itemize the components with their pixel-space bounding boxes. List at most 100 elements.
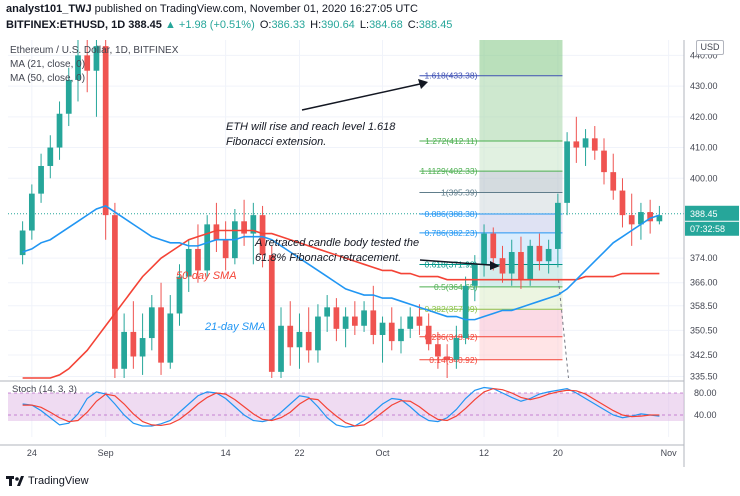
- fib-zone: [479, 213, 563, 233]
- y-tick-label: 335.50: [690, 371, 718, 381]
- candle-body: [481, 233, 487, 265]
- candle: [555, 193, 561, 268]
- candle-body: [508, 252, 515, 274]
- candle: [278, 307, 284, 378]
- y-tick-label: 420.00: [690, 112, 718, 122]
- open-value: 386.33: [271, 19, 306, 31]
- candle-body: [305, 331, 312, 351]
- candle: [601, 138, 607, 185]
- candle: [444, 344, 450, 378]
- x-tick-label: 14: [221, 448, 231, 458]
- candle: [250, 202, 257, 265]
- candle: [508, 239, 515, 286]
- y-tick-label: 366.00: [690, 278, 718, 288]
- candle: [112, 202, 118, 378]
- candle-body: [65, 79, 72, 114]
- ma50-chart-label: 50-day SMA: [176, 270, 237, 282]
- candle-body: [398, 328, 404, 342]
- candle-body: [93, 46, 100, 71]
- fib-zone: [479, 286, 563, 310]
- price-change: ▲ +1.98 (+0.51%): [164, 19, 255, 31]
- fib-level-label: 0.236(348.42): [424, 332, 477, 342]
- symbol-line: BITFINEX:ETHUSD, 1D 388.45 ▲ +1.98 (+0.5…: [6, 19, 452, 31]
- x-tick-label: 20: [553, 448, 563, 458]
- fib-level-label: 0.14(340.92): [429, 355, 477, 365]
- candle-body: [121, 331, 127, 369]
- author-name[interactable]: analyst101_TWJ: [6, 3, 92, 15]
- candle-body: [444, 356, 450, 360]
- candle: [545, 239, 552, 274]
- stoch-band: [8, 393, 684, 421]
- candle-body: [361, 310, 367, 326]
- high-label: H:: [310, 19, 322, 31]
- candle-body: [342, 316, 349, 329]
- annotations: 21-day SMA 50-day SMA ETH will rise and re…: [176, 79, 500, 333]
- candle: [564, 132, 570, 216]
- legend-ma21[interactable]: MA (21, close, 0): [10, 59, 86, 70]
- candle-body: [19, 230, 26, 256]
- candle-body: [416, 316, 423, 326]
- candle-body: [84, 55, 91, 71]
- y-tick-label: 358.50: [690, 301, 718, 311]
- candle: [462, 276, 469, 345]
- candle-body: [56, 113, 63, 148]
- candle: [536, 233, 543, 271]
- candle-body: [527, 245, 534, 280]
- candle: [379, 316, 386, 363]
- candle: [28, 184, 35, 240]
- low-value: 384.68: [369, 19, 403, 31]
- candle: [47, 135, 54, 179]
- annotation-text: A retraced candle body tested the: [254, 237, 419, 249]
- candle: [296, 313, 303, 369]
- candle-body: [112, 215, 118, 369]
- candle-body: [379, 322, 386, 335]
- countdown-bg: [685, 221, 739, 236]
- candle-body: [545, 248, 552, 262]
- candle: [342, 307, 349, 348]
- candle-body: [656, 215, 663, 222]
- tradingview-logo[interactable]: TradingView: [6, 475, 89, 487]
- candle-body: [453, 338, 460, 360]
- candle-body: [610, 172, 617, 191]
- candle-body: [536, 245, 543, 262]
- annotation-text: 61.8% Fibonacci retracement.: [255, 252, 401, 264]
- candle: [425, 313, 432, 351]
- legend-ma50[interactable]: MA (50, close, 0): [10, 73, 86, 84]
- candle-body: [176, 276, 183, 314]
- y-tick-label: 430.00: [690, 81, 718, 91]
- fib-zone: [479, 336, 563, 360]
- fibonacci-tool: 1.618(433.38) 1.272(412.11) 1.1129(402.33)…: [419, 40, 569, 379]
- candle: [65, 67, 72, 127]
- candle-body: [28, 193, 35, 231]
- x-tick-label: Nov: [661, 448, 678, 458]
- candle: [148, 295, 155, 351]
- stochastic-pane: 80.00 40.00 Stoch (14, 3, 3): [0, 380, 717, 428]
- candle-body: [351, 316, 358, 326]
- symbol-name[interactable]: BITFINEX:ETHUSD, 1D: [6, 19, 126, 31]
- candle-body: [47, 147, 54, 166]
- candle: [213, 202, 220, 253]
- candle: [38, 153, 44, 203]
- footer: TradingView: [0, 470, 740, 496]
- ma50-line: [22, 229, 660, 379]
- candle: [527, 239, 534, 286]
- candle-body: [591, 138, 598, 151]
- candle-body: [158, 307, 164, 363]
- candle: [573, 116, 580, 163]
- candle: [139, 313, 146, 375]
- candle-body: [628, 215, 635, 225]
- candle: [591, 126, 598, 160]
- candle-body: [185, 248, 192, 277]
- annotation-text: Fibonacci extension.: [226, 136, 326, 148]
- chart-grid: [8, 40, 684, 437]
- candle-body: [250, 215, 257, 234]
- candle: [610, 153, 617, 200]
- candle-body: [407, 316, 414, 329]
- legend-title: Ethereum / U.S. Dollar, 1D, BITFINEX: [10, 45, 179, 56]
- x-tick-label: Sep: [98, 448, 114, 458]
- candle: [471, 255, 478, 302]
- price-chart[interactable]: 1.618(433.38) 1.272(412.11) 1.1129(402.33)…: [0, 0, 740, 470]
- candle: [333, 298, 340, 342]
- fib-zone-top: [479, 40, 563, 76]
- currency-badge[interactable]: USD: [696, 40, 724, 55]
